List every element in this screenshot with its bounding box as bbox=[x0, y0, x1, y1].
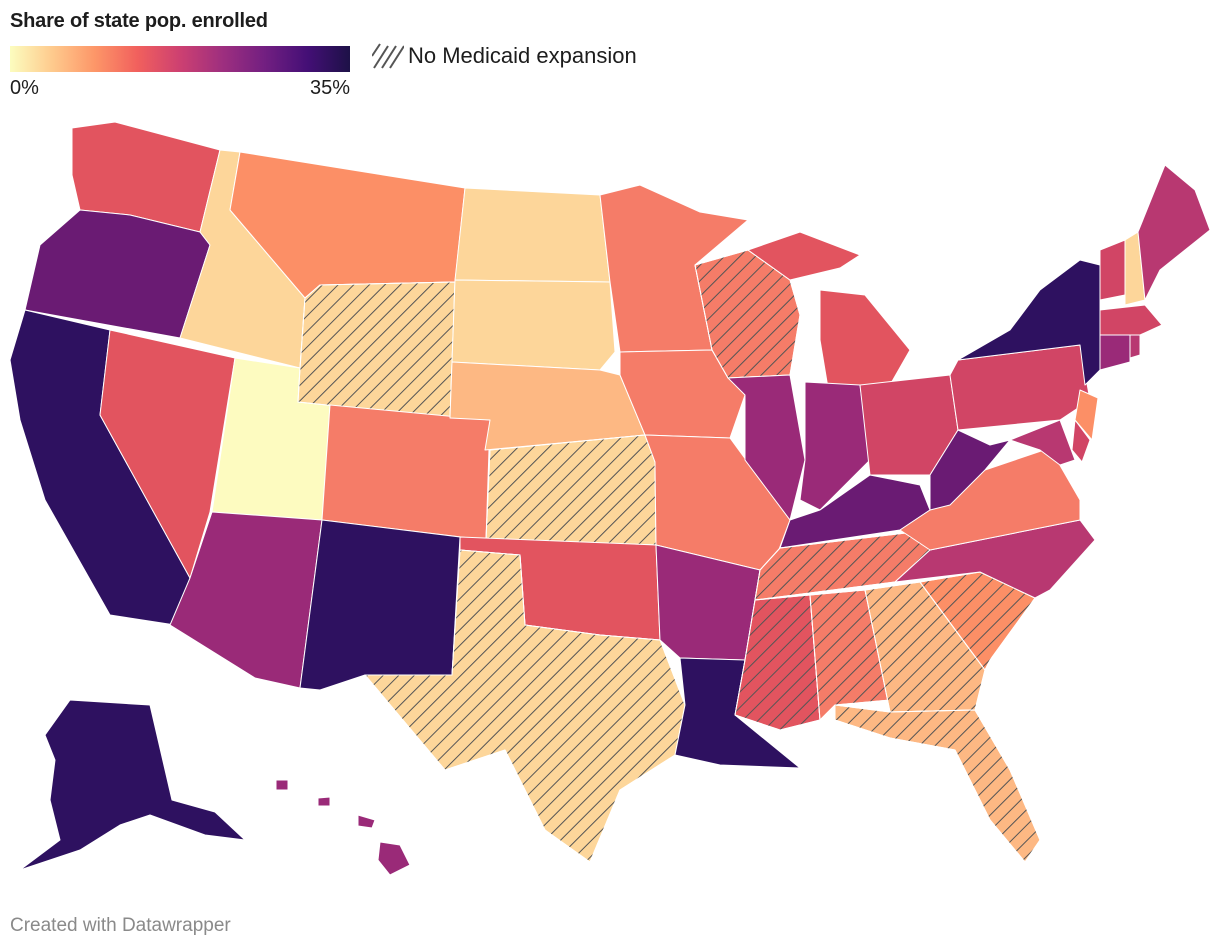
legend-min-label: 0% bbox=[10, 77, 39, 99]
state-hawaii-kauai[interactable] bbox=[275, 779, 289, 791]
state-florida-hatch bbox=[834, 704, 1041, 863]
legend-gradient-bar bbox=[10, 46, 350, 72]
state-colorado[interactable] bbox=[321, 404, 491, 541]
hatch-swatch-icon bbox=[372, 43, 404, 69]
state-alabama-hatch bbox=[809, 589, 891, 721]
state-michigan[interactable] bbox=[819, 289, 911, 389]
state-georgia-hatch bbox=[864, 581, 986, 713]
state-maine[interactable] bbox=[1137, 164, 1211, 301]
state-delaware[interactable] bbox=[1071, 419, 1091, 463]
state-texas-hatch bbox=[364, 549, 686, 863]
footer-credit: Created with Datawrapper bbox=[10, 915, 231, 936]
state-south-dakota[interactable] bbox=[451, 279, 616, 371]
state-rhode-island[interactable] bbox=[1129, 334, 1141, 359]
state-massachusetts[interactable] bbox=[1099, 304, 1163, 336]
state-nevada[interactable] bbox=[99, 329, 236, 579]
state-alaska[interactable] bbox=[19, 699, 246, 871]
state-connecticut[interactable] bbox=[1099, 334, 1131, 371]
state-hawaii-big[interactable] bbox=[377, 841, 411, 876]
state-new-jersey[interactable] bbox=[1074, 389, 1099, 441]
state-west-virginia[interactable] bbox=[929, 429, 1011, 511]
state-vermont[interactable] bbox=[1099, 239, 1126, 301]
hatch-legend-label: No Medicaid expansion bbox=[408, 43, 637, 68]
state-wyoming-hatch bbox=[297, 281, 456, 419]
legend-title: Share of state pop. enrolled bbox=[10, 10, 268, 32]
state-hawaii-maui[interactable] bbox=[357, 814, 376, 829]
state-michigan-upper[interactable] bbox=[747, 231, 861, 281]
state-new-mexico[interactable] bbox=[299, 519, 461, 691]
state-north-dakota[interactable] bbox=[454, 187, 611, 283]
state-maryland[interactable] bbox=[1009, 419, 1076, 466]
legend-max-label: 35% bbox=[309, 77, 350, 99]
state-hawaii-oahu[interactable] bbox=[317, 796, 331, 807]
hatch-legend: No Medicaid expansion bbox=[372, 42, 637, 70]
state-kansas-hatch bbox=[485, 434, 657, 546]
state-kentucky[interactable] bbox=[779, 474, 931, 549]
